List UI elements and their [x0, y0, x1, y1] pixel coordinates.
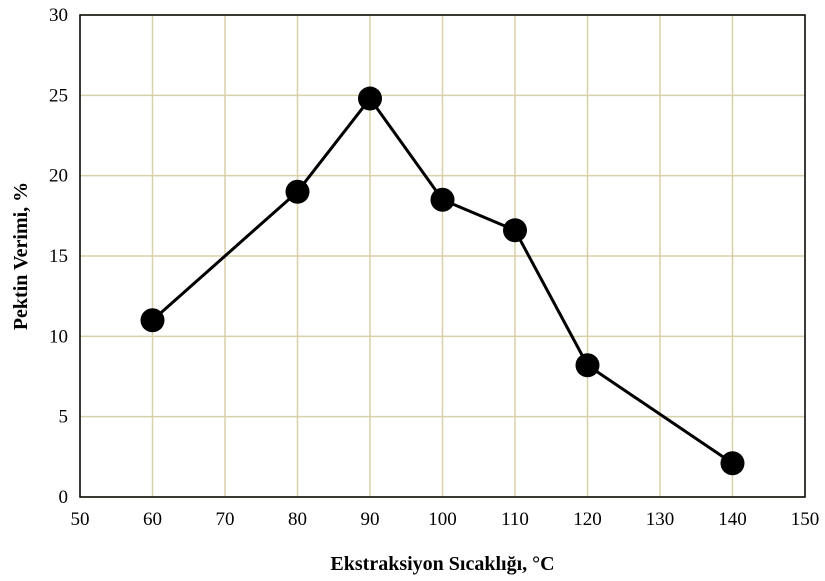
x-tick-label: 60 [143, 509, 162, 530]
grid-lines [79, 14, 806, 498]
data-point [575, 353, 600, 378]
x-axis-title: Ekstraksiyon Sıcaklığı, °C [330, 553, 554, 575]
data-point [140, 308, 165, 333]
x-tick-label: 120 [573, 509, 602, 530]
data-point [430, 187, 455, 212]
y-axis-title: Pektin Verimi, % [10, 182, 32, 330]
y-tick-label: 30 [49, 5, 68, 26]
x-tick-label: 50 [71, 509, 90, 530]
y-tick-label: 10 [49, 326, 68, 347]
x-tick-label: 130 [646, 509, 675, 530]
x-tick-label: 80 [288, 509, 307, 530]
x-tick-label: 100 [428, 509, 457, 530]
data-point [720, 451, 745, 476]
y-tick-label: 5 [59, 407, 69, 428]
data-point [503, 218, 527, 243]
x-tick-label: 110 [501, 509, 529, 530]
plot-area-frame [79, 14, 806, 498]
x-tick-label: 90 [361, 509, 380, 530]
x-axis-tick-labels: 50 60 70 80 90 100 110 120 130 140 150 [71, 509, 820, 530]
y-tick-label: 0 [59, 487, 69, 508]
x-tick-label: 140 [718, 509, 747, 530]
y-tick-label: 25 [49, 85, 68, 106]
y-tick-label: 20 [49, 166, 68, 187]
y-tick-label: 15 [49, 246, 68, 267]
series-layer [140, 86, 745, 476]
y-axis-tick-labels: 0 5 10 15 20 25 30 [49, 5, 68, 508]
data-point [358, 86, 382, 111]
x-tick-label: 70 [216, 509, 235, 530]
data-point [285, 179, 310, 204]
x-tick-label: 150 [791, 509, 820, 530]
